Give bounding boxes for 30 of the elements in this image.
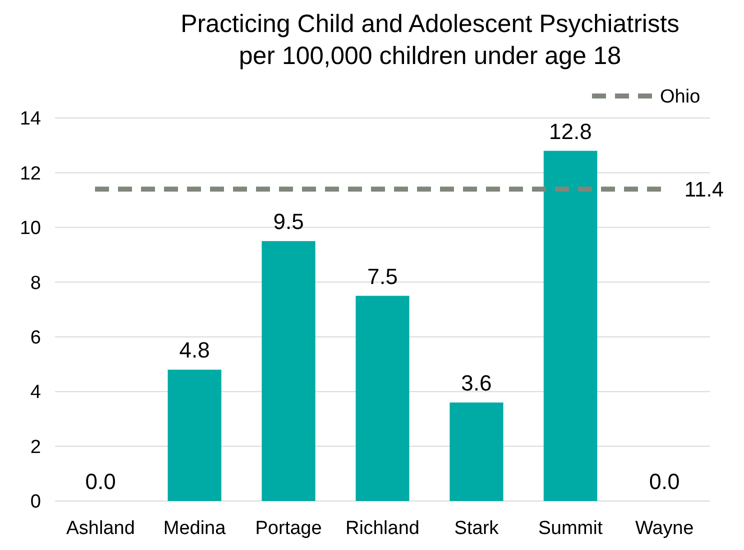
legend-label: Ohio (660, 86, 700, 108)
data-label: 0.0 (649, 469, 680, 494)
data-label: 12.8 (549, 118, 592, 144)
data-label: 3.6 (461, 370, 492, 396)
x-tick-label: Portage (255, 518, 322, 539)
y-tick-label: 10 (20, 218, 41, 240)
x-tick-label: Medina (163, 518, 226, 539)
y-tick-label: 6 (30, 328, 41, 349)
data-label: 7.5 (367, 264, 398, 289)
data-label: 9.5 (273, 209, 304, 234)
x-tick-label: Stark (454, 518, 500, 539)
data-label: 4.8 (179, 338, 210, 363)
bar (262, 241, 316, 501)
x-tick-label: Summit (538, 518, 604, 539)
x-tick-label: Wayne (635, 518, 694, 539)
x-tick-label: Ashland (66, 518, 135, 539)
annotation: 11.4 (684, 178, 724, 202)
data-label: 0.0 (85, 469, 116, 494)
y-tick-label: 14 (20, 108, 42, 130)
x-tick-label: Richland (346, 518, 420, 539)
y-tick-label: 8 (30, 272, 41, 294)
bar (168, 370, 222, 501)
bar (544, 150, 598, 501)
bar (356, 296, 410, 501)
y-tick-label: 4 (30, 382, 42, 404)
chart-title: Practicing Child and Adolescent Psychiatrists per 100,000 children under age 18 (180, 10, 680, 70)
y-tick-label: 0 (30, 492, 41, 513)
y-tick-label: 2 (30, 436, 41, 458)
y-tick-label: 12 (20, 163, 41, 184)
bar (450, 402, 504, 501)
